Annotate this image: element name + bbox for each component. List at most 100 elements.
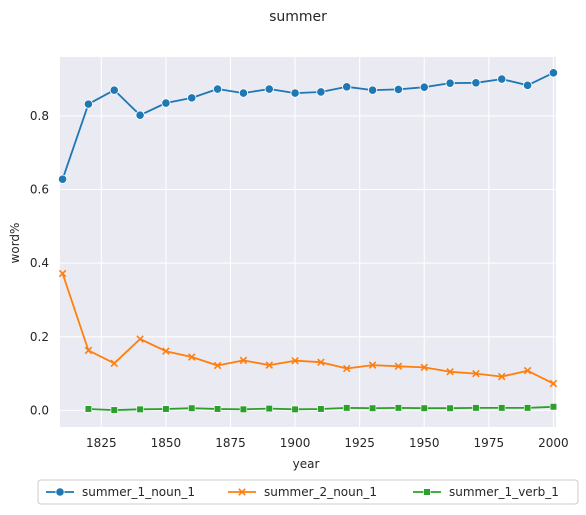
data-point: [291, 356, 299, 365]
data-point: [394, 362, 403, 371]
legend-frame: [37, 479, 579, 505]
data-point-stroke: [187, 353, 196, 361]
data-point: [523, 366, 532, 375]
data-point: [522, 80, 533, 90]
data-point: [472, 369, 480, 378]
data-point-stroke: [394, 362, 403, 371]
legend-marker: [423, 488, 431, 496]
data-point: [84, 405, 93, 413]
data-point: [497, 74, 507, 84]
data-point: [265, 361, 274, 369]
data-point: [367, 85, 378, 95]
data-point: [549, 403, 558, 411]
legend-item: summer_2_noun_1: [228, 485, 377, 499]
data-point: [136, 335, 144, 343]
data-point: [420, 404, 428, 412]
data-point: [58, 269, 67, 278]
data-point: [420, 363, 429, 372]
data-point-stroke: [472, 369, 480, 378]
data-point: [549, 379, 558, 388]
data-point: [548, 68, 559, 78]
data-point: [342, 82, 352, 92]
series-summer_2_noun_1: [58, 269, 558, 388]
series-summer_1_verb_1: [84, 403, 558, 414]
legend-marker: [55, 487, 65, 497]
data-point-stroke: [523, 366, 532, 375]
data-point: [291, 405, 299, 413]
legend-item: summer_1_verb_1: [413, 485, 559, 499]
data-point-stroke: [342, 364, 351, 373]
x-tick-label: 1900: [280, 436, 311, 450]
y-tick-label: 0.2: [30, 330, 49, 344]
data-point: [264, 84, 274, 94]
data-point: [368, 404, 377, 412]
data-point-stroke: [110, 359, 119, 368]
x-tick-labels: 1825 1850 1875 1900 1925 1950 1975 2000: [86, 436, 569, 450]
legend-label: summer_2_noun_1: [264, 485, 377, 499]
data-point: [472, 404, 480, 412]
legend-marker: [238, 488, 246, 496]
data-point: [368, 361, 377, 369]
data-point: [316, 87, 326, 97]
x-tick-label: 1875: [215, 436, 246, 450]
data-point: [317, 358, 325, 366]
data-point-stroke: [549, 379, 558, 388]
data-point: [471, 78, 481, 88]
data-point: [239, 356, 248, 365]
data-point: [84, 346, 93, 355]
data-point: [187, 353, 196, 361]
data-point: [446, 368, 454, 376]
legend-label: summer_1_noun_1: [82, 485, 195, 499]
plot-area: [60, 57, 556, 427]
data-point: [523, 404, 532, 412]
data-point-stroke: [239, 356, 248, 365]
data-point: [187, 93, 197, 103]
data-point: [213, 361, 222, 370]
data-point: [445, 78, 455, 88]
legend-item: summer_1_noun_1: [46, 485, 195, 499]
data-point: [161, 98, 171, 108]
data-point: [265, 404, 273, 413]
data-point: [394, 404, 403, 412]
data-point-stroke: [368, 361, 377, 369]
data-point: [83, 99, 94, 109]
data-point-stroke: [162, 347, 170, 355]
data-point: [109, 85, 119, 95]
data-point: [188, 404, 196, 412]
data-point: [238, 88, 249, 98]
x-tick-label: 1825: [86, 436, 117, 450]
x-tick-label: 2000: [538, 436, 569, 450]
legend-marker-stroke: [238, 488, 246, 496]
data-point-stroke: [84, 346, 93, 355]
chart-title: summer: [269, 9, 327, 25]
data-point: [239, 405, 248, 413]
legend: summer_1_noun_1 summer_2_noun_1 summer_1_v…: [37, 479, 579, 505]
data-point: [213, 405, 222, 413]
data-point: [343, 404, 351, 412]
data-point: [135, 110, 145, 120]
series-summer_1_noun_1: [57, 68, 559, 184]
data-point: [162, 347, 170, 355]
data-point-stroke: [291, 356, 299, 365]
data-point-stroke: [446, 368, 454, 376]
series-layer: [57, 68, 559, 414]
y-axis-label: word%: [8, 223, 22, 264]
y-tick-label: 0.6: [30, 183, 49, 197]
data-point: [498, 404, 506, 412]
y-tick-labels: 0.0 0.2 0.4 0.6 0.8: [30, 109, 49, 418]
data-point-stroke: [213, 361, 222, 370]
x-tick-label: 1850: [151, 436, 182, 450]
data-point-stroke: [317, 358, 325, 366]
series-line: [61, 273, 554, 385]
y-tick-label: 0.0: [30, 403, 49, 417]
data-point: [110, 406, 118, 414]
x-tick-label: 1975: [474, 436, 505, 450]
data-point: [342, 364, 351, 373]
data-point-stroke: [265, 361, 274, 369]
x-tick-label: 1950: [409, 436, 440, 450]
data-point: [317, 405, 325, 413]
data-point: [136, 405, 144, 413]
data-point: [110, 359, 119, 368]
